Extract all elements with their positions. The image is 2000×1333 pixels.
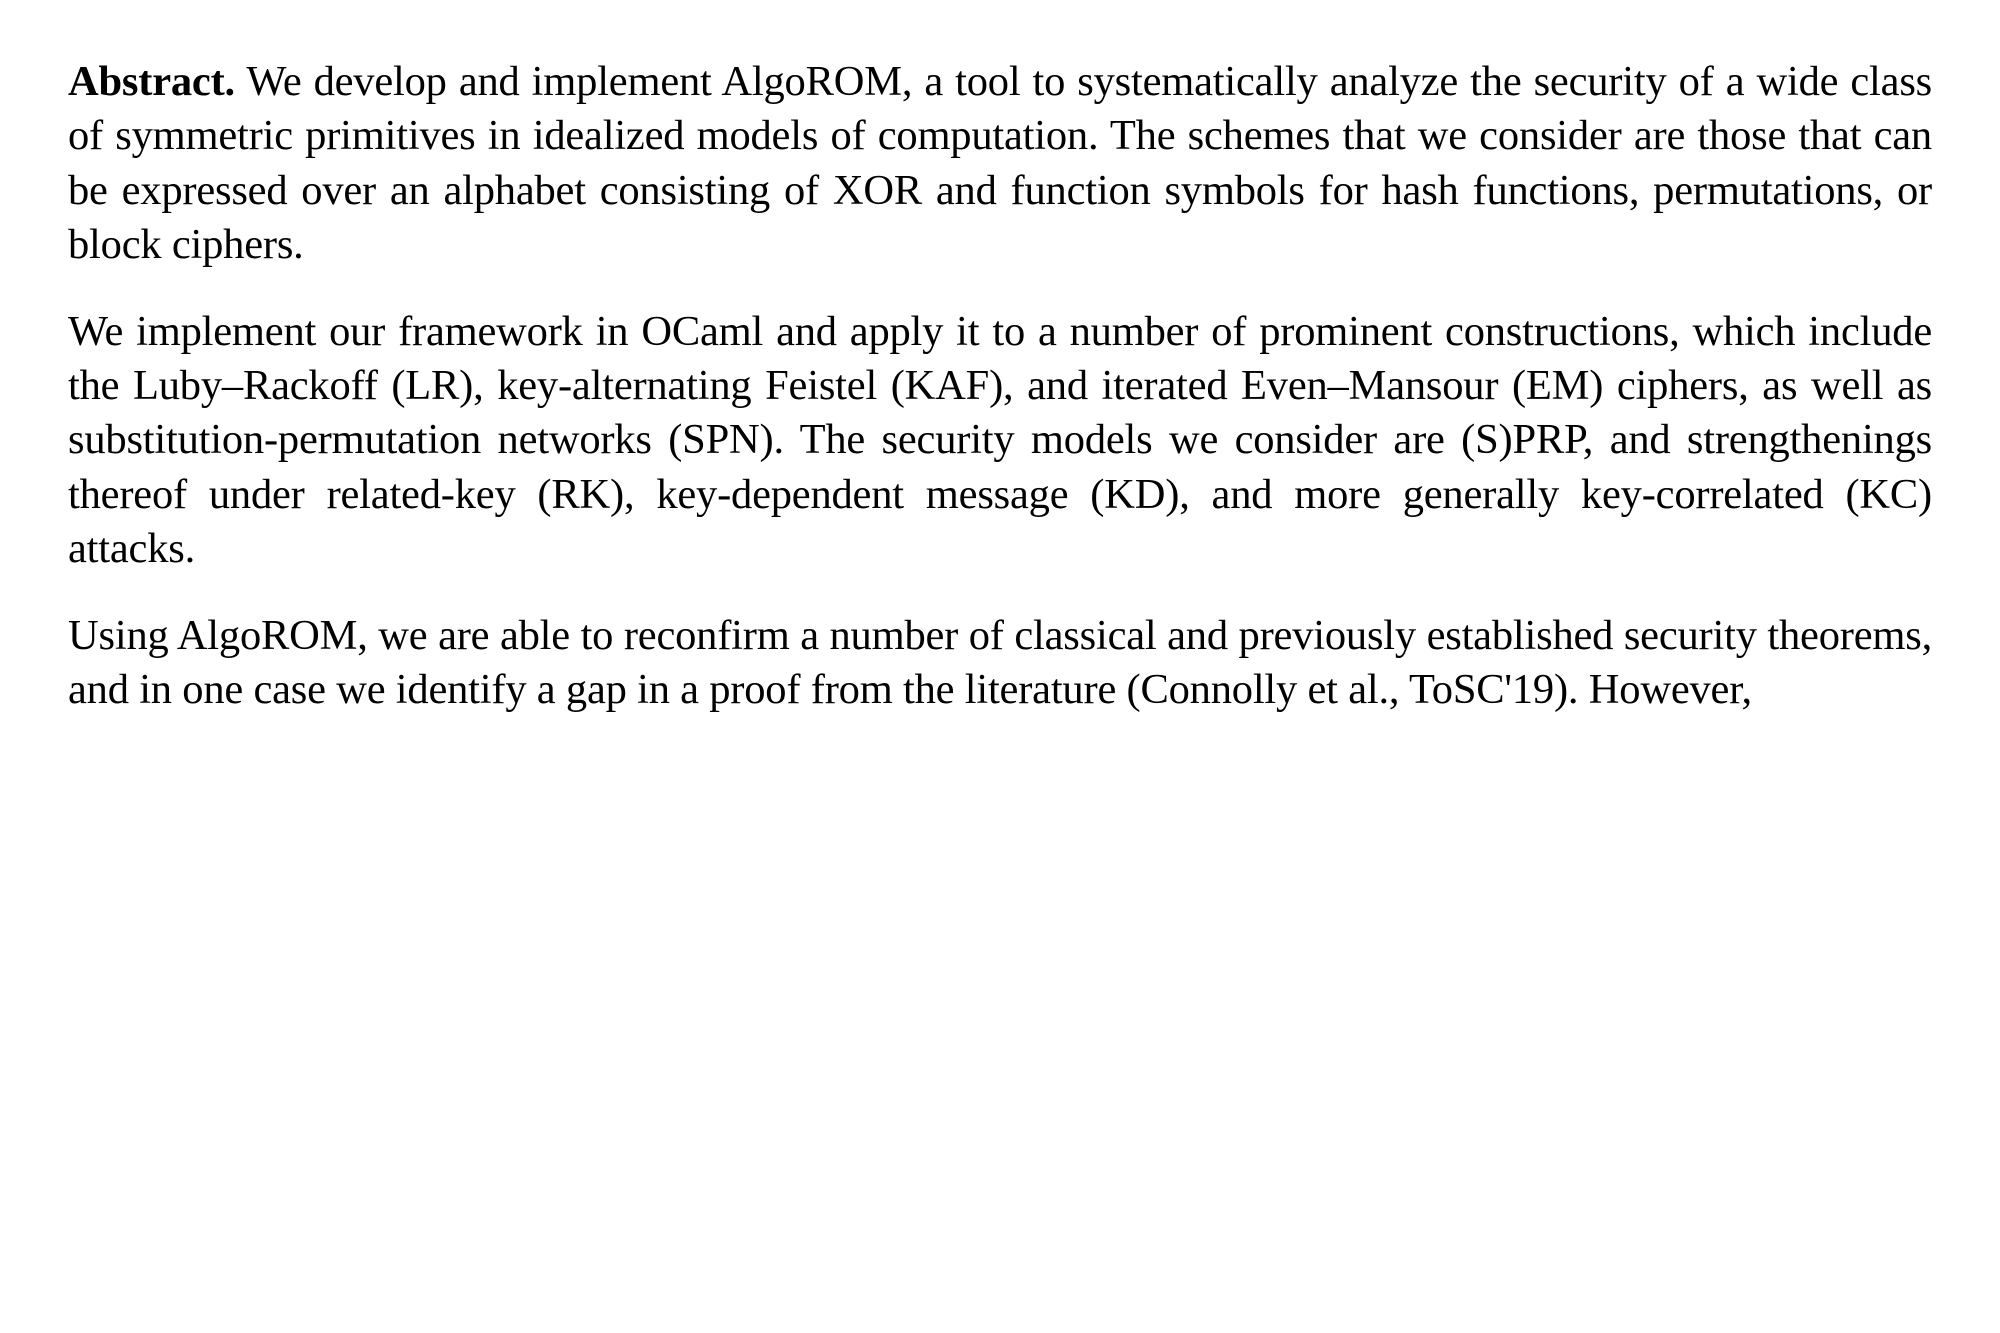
- abstract-label: Abstract.: [68, 58, 235, 105]
- abstract-paragraph-1: Abstract. We develop and implement AlgoR…: [68, 55, 1932, 273]
- abstract-container: Abstract. We develop and implement AlgoR…: [68, 55, 1932, 717]
- abstract-paragraph-1-text: We develop and implement AlgoROM, a tool…: [68, 58, 1932, 268]
- abstract-paragraph-2: We implement our framework in OCaml and …: [68, 305, 1932, 577]
- abstract-paragraph-3: Using AlgoROM, we are able to reconfirm …: [68, 609, 1932, 718]
